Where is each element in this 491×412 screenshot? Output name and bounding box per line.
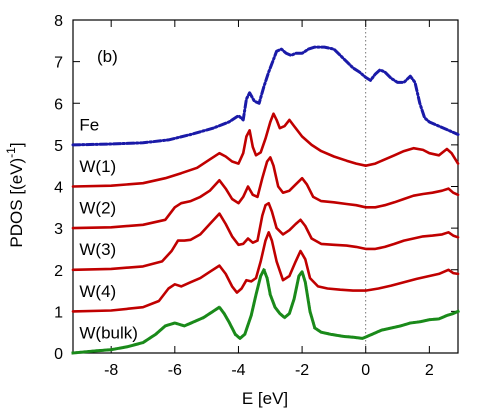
y-tick-label: 8 — [54, 13, 63, 30]
plot-area: -8 -6 -4 -2 0 2 0 1 2 3 4 5 6 7 8 Fe W(1) W(2) W(3) W(4) W(b… — [54, 13, 460, 379]
x-tick-label: -4 — [231, 362, 245, 379]
x-tick-label: 2 — [425, 362, 434, 379]
series-label-w-2-: W(2) — [79, 199, 116, 218]
y-tick-label: 4 — [54, 180, 63, 197]
y-axis-title: PDOS [(eV)-1] — [4, 142, 26, 247]
y-tick-label: 5 — [54, 138, 63, 155]
series-line-fe — [71, 45, 460, 147]
x-tick-label: -6 — [168, 362, 182, 379]
y-tick-label: 3 — [54, 221, 63, 238]
x-tick-label: -2 — [295, 362, 309, 379]
series-line-w-1- — [71, 112, 460, 188]
series-line-w-4- — [71, 231, 460, 313]
panel-label: (b) — [97, 47, 118, 66]
series-label-fe: Fe — [79, 115, 99, 134]
x-tick-label: -8 — [104, 362, 118, 379]
y-tick-label: 6 — [54, 96, 63, 113]
y-axis-title-sup: -1 — [4, 147, 18, 158]
series-line-w-3- — [71, 201, 460, 272]
y-tick-label: 0 — [54, 346, 63, 363]
series-line-w-2- — [71, 156, 460, 230]
series-line-w-bulk- — [71, 268, 460, 355]
series-label-w-1-: W(1) — [79, 157, 116, 176]
y-tick-label: 7 — [54, 55, 63, 72]
x-axis-title: E [eV] — [242, 389, 288, 408]
y-tick-label: 2 — [54, 263, 63, 280]
series-label-w-bulk-: W(bulk) — [79, 323, 138, 342]
x-tick-label: 0 — [361, 362, 370, 379]
y-tick-label: 1 — [54, 304, 63, 321]
y-axis-title-main: PDOS [(eV) — [7, 158, 26, 248]
series-label-w-3-: W(3) — [79, 240, 116, 259]
series-label-w-4-: W(4) — [79, 282, 116, 301]
plot-frame — [72, 19, 459, 354]
y-axis-title-tail: ] — [7, 142, 26, 147]
